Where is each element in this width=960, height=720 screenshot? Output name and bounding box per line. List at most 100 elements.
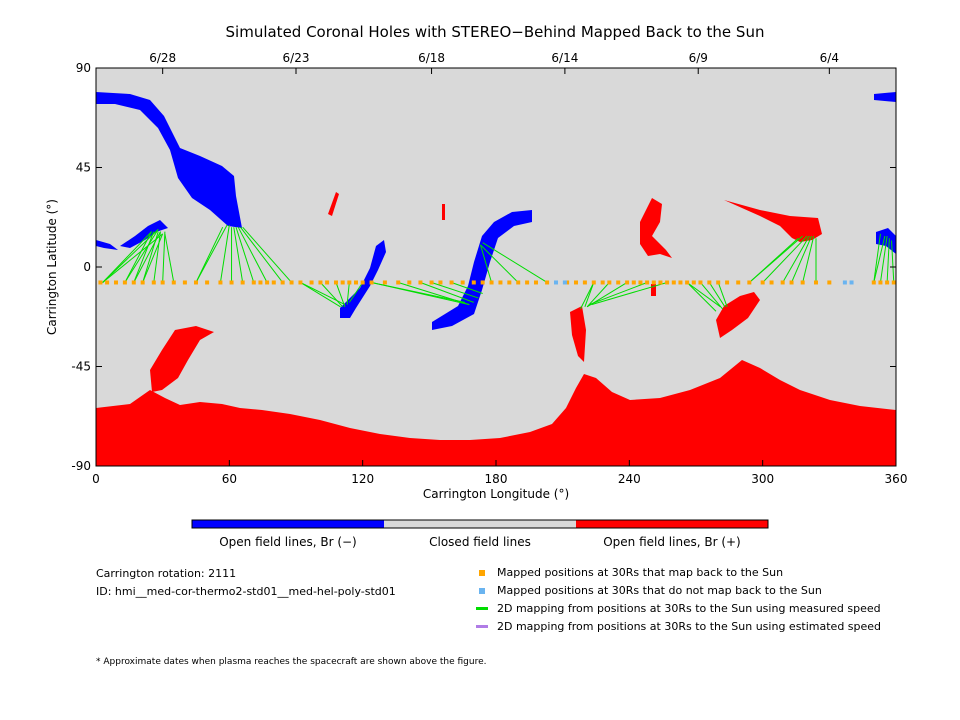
measured-mapping-line bbox=[589, 282, 648, 306]
measured-mapping-line bbox=[886, 238, 890, 283]
measured-mapping-line bbox=[579, 282, 595, 310]
mapped-point bbox=[151, 280, 156, 285]
mapped-point bbox=[625, 280, 630, 285]
mapped-point bbox=[340, 280, 345, 285]
mapped-point bbox=[658, 280, 663, 285]
mapped-point bbox=[565, 280, 570, 285]
mapped-point bbox=[325, 280, 330, 285]
mapped-point bbox=[631, 280, 636, 285]
measured-mapping-line bbox=[451, 282, 483, 295]
mapped-point bbox=[736, 280, 741, 285]
x-tick-label: 300 bbox=[751, 472, 774, 486]
measured-mapping-line bbox=[242, 226, 292, 283]
measured-mapping-line bbox=[398, 282, 470, 306]
mapped-point bbox=[382, 280, 387, 285]
axes: 0 60 120 180 240 300 360 -90 -45 0 45 90 6/28 6/23 6/1… bbox=[71, 51, 907, 486]
mapped-point bbox=[769, 280, 774, 285]
model-id: ID: hmi__med-cor-thermo2-std01__med-hel-… bbox=[96, 585, 396, 598]
measured-mapping-line bbox=[802, 235, 815, 283]
mapping-lines bbox=[102, 224, 895, 312]
mapped-point bbox=[707, 280, 712, 285]
measured-mapping-line bbox=[102, 233, 163, 283]
measured-mapping-line bbox=[153, 231, 161, 283]
positive-hole-small-3 bbox=[651, 284, 656, 296]
mapped-point bbox=[160, 280, 165, 285]
positive-hole-southwest bbox=[150, 326, 214, 392]
measured-mapping-line bbox=[300, 282, 341, 308]
measured-mapping-line bbox=[162, 231, 166, 283]
measured-mapping-line bbox=[762, 235, 808, 283]
measured-mapping-line bbox=[233, 227, 244, 283]
colorbar-label-negative: Open field lines, Br (−) bbox=[219, 535, 357, 549]
measured-mapping-line bbox=[164, 233, 175, 283]
measured-mapping-line bbox=[700, 282, 724, 310]
mapped-point bbox=[418, 280, 423, 285]
colorbar-frame bbox=[191, 519, 769, 529]
mapped-point bbox=[780, 280, 785, 285]
measured-mapping-line bbox=[791, 235, 813, 283]
measured-mapping-line bbox=[879, 235, 888, 283]
x-tick-label: 180 bbox=[485, 472, 508, 486]
mapped-point bbox=[218, 280, 223, 285]
mapped-point bbox=[698, 280, 703, 285]
mapped-point bbox=[271, 280, 276, 285]
date-tick-label: 6/18 bbox=[418, 51, 445, 65]
mapped-point bbox=[871, 280, 876, 285]
mapped-point bbox=[182, 280, 187, 285]
measured-mapping-line bbox=[584, 282, 595, 307]
measured-mapping-line bbox=[102, 229, 159, 283]
measured-mapping-line bbox=[195, 224, 228, 283]
mapped-point bbox=[678, 280, 683, 285]
mapped-point bbox=[651, 280, 656, 285]
mapped-point bbox=[171, 280, 176, 285]
mapped-point bbox=[298, 280, 303, 285]
measured-mapping-line bbox=[482, 242, 548, 283]
unmapped-point bbox=[554, 280, 558, 285]
mapped-point bbox=[347, 280, 352, 285]
mapped-point bbox=[460, 280, 465, 285]
measured-mapping-line bbox=[873, 235, 886, 283]
mapped-point bbox=[725, 280, 730, 285]
mapped-point bbox=[205, 280, 210, 285]
mapped-point bbox=[280, 280, 285, 285]
mapped-point bbox=[800, 280, 805, 285]
mapped-point bbox=[616, 280, 621, 285]
measured-mapping-line bbox=[348, 282, 364, 303]
mapped-point bbox=[645, 280, 650, 285]
measured-mapping-line bbox=[479, 244, 493, 283]
measured-mapping-line bbox=[124, 229, 159, 283]
mapped-point bbox=[360, 280, 365, 285]
chart-title: Simulated Coronal Holes with STEREO−Behi… bbox=[226, 23, 765, 41]
mapped-point bbox=[891, 280, 896, 285]
measured-mapping-line bbox=[320, 282, 344, 308]
mapped-point bbox=[489, 280, 494, 285]
colorbar-negative bbox=[192, 520, 384, 528]
positive-hole-small-2 bbox=[442, 204, 445, 220]
mapped-point bbox=[574, 280, 578, 285]
mapped-point bbox=[885, 280, 890, 285]
date-tick-label: 6/9 bbox=[689, 51, 708, 65]
measured-mapping-line bbox=[240, 226, 284, 283]
footnote: * Approximate dates when plasma reaches … bbox=[96, 657, 487, 667]
mapped-point bbox=[516, 280, 521, 285]
mapped-points bbox=[98, 280, 896, 285]
measured-mapping-line bbox=[782, 235, 810, 283]
y-tick-label: 90 bbox=[76, 61, 91, 75]
measured-mapping-line bbox=[480, 244, 519, 283]
date-tick-label: 6/28 bbox=[149, 51, 176, 65]
mapped-point bbox=[638, 280, 643, 285]
unmapped-point bbox=[562, 280, 567, 285]
measured-mapping-line bbox=[686, 282, 717, 312]
mapped-point bbox=[258, 280, 263, 285]
mapped-point bbox=[471, 280, 476, 285]
y-tick-label: -90 bbox=[71, 459, 91, 473]
mapped-point bbox=[407, 280, 412, 285]
negative-hole-12 bbox=[96, 240, 118, 250]
y-tick-label: -45 bbox=[71, 360, 91, 374]
mapped-point bbox=[289, 280, 294, 285]
measured-mapping-line bbox=[586, 282, 610, 308]
mapped-point bbox=[591, 280, 596, 285]
negative-hole-172 bbox=[432, 210, 532, 330]
measured-mapping-line bbox=[686, 282, 721, 308]
